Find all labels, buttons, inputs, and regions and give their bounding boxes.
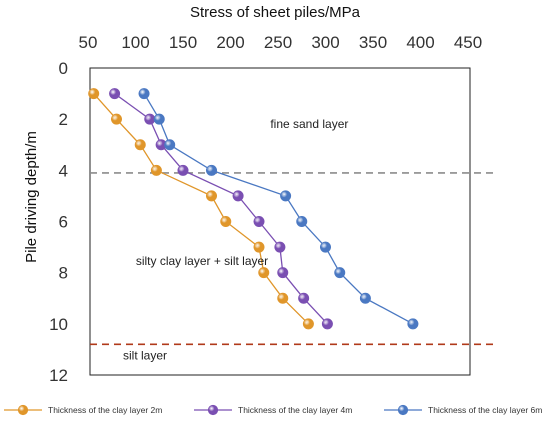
legend-marker: [207, 404, 219, 416]
series-2-point: [144, 113, 156, 125]
series-3-point: [334, 267, 346, 279]
series-3-point: [164, 139, 176, 151]
x-tick-label: 250: [264, 33, 292, 52]
series-1-point: [111, 113, 123, 125]
x-tick-label: 50: [79, 33, 98, 52]
y-axis-title: Pile driving depth/m: [23, 131, 40, 263]
legend-label: Thickness of the clay layer 6m: [428, 405, 542, 415]
x-axis-title: Stress of sheet piles/MPa: [190, 4, 361, 21]
series-3-point: [359, 292, 371, 304]
series-1-point: [253, 241, 265, 253]
layer-annotation: silt layer: [123, 349, 167, 363]
y-tick-label: 12: [49, 366, 68, 385]
y-tick-label: 6: [59, 213, 68, 232]
y-tick-label: 4: [59, 161, 68, 180]
series-2-point: [232, 190, 244, 202]
series-2-point: [298, 292, 310, 304]
series-3-point: [407, 318, 419, 330]
legend-label: Thickness of the clay layer 2m: [48, 405, 162, 415]
series-line-1: [93, 93, 309, 325]
series-1-point: [277, 292, 289, 304]
x-tick-label: 300: [311, 33, 339, 52]
series-2-point: [109, 88, 121, 100]
series-1-point: [302, 318, 314, 330]
series-3-point: [319, 241, 331, 253]
legend-marker: [17, 404, 29, 416]
series-2-point: [253, 216, 265, 228]
plot-frame: [89, 67, 471, 376]
series-3-point: [280, 190, 292, 202]
series-3-point: [153, 113, 165, 125]
series-1-point: [220, 216, 232, 228]
legend-label: Thickness of the clay layer 4m: [238, 405, 352, 415]
x-tick-label: 450: [454, 33, 482, 52]
series-2-point: [274, 241, 286, 253]
legend-marker: [397, 404, 409, 416]
series-2-point: [321, 318, 333, 330]
x-tick-label: 100: [121, 33, 149, 52]
y-tick-label: 10: [49, 315, 68, 334]
y-tick-label: 0: [59, 59, 68, 78]
series-line-3: [143, 93, 414, 325]
series-1-point: [258, 267, 270, 279]
series-2-point: [277, 267, 289, 279]
series-1-point: [206, 190, 218, 202]
y-tick-label: 2: [59, 110, 68, 129]
x-tick-label: 150: [169, 33, 197, 52]
x-tick-label: 350: [359, 33, 387, 52]
series-line-2: [114, 93, 328, 325]
series-1-point: [134, 139, 146, 151]
series-1-point: [150, 164, 162, 176]
series-3-point: [206, 164, 218, 176]
series-1-point: [88, 88, 100, 100]
series-3-point: [296, 216, 308, 228]
y-tick-label: 8: [59, 264, 68, 283]
layer-annotation: fine sand layer: [270, 117, 348, 131]
x-tick-label: 400: [406, 33, 434, 52]
series-2-point: [177, 164, 189, 176]
x-tick-label: 200: [216, 33, 244, 52]
series-3-point: [138, 88, 150, 100]
layer-annotation: silty clay layer + silt layer: [136, 254, 268, 268]
